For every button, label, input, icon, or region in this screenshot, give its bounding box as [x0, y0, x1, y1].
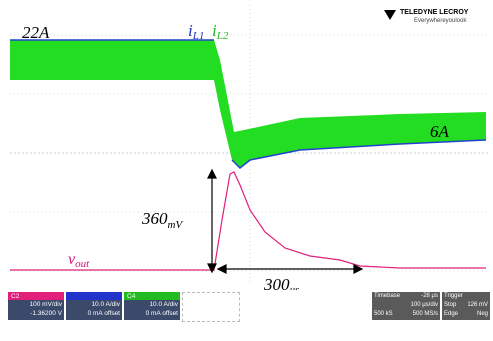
scope-screen: TELEDYNE LECROY Everywhereyoulook 22A 6A… [0, 0, 493, 341]
trigger-slope: Neg [477, 310, 488, 319]
trigger-level: 126 mV [467, 301, 488, 310]
timebase-label: Timebase [374, 292, 400, 301]
trigger-label: Trigger [444, 292, 463, 301]
current-low-label: 6A [430, 122, 450, 141]
vout-waveform [10, 172, 486, 270]
trigger-box: Trigger Stop 126 mV Edge Neg [442, 292, 490, 320]
channel-offset: 0 mA offset [124, 309, 180, 318]
vout-label: vout [68, 251, 90, 270]
waveform-display: TELEDYNE LECROY Everywhereyoulook 22A 6A… [0, 0, 493, 290]
timebase-delay: -28 μs [421, 292, 438, 301]
channel-name: C2 [8, 292, 64, 300]
timebase-box: Timebase -28 μs 100 μs/div 500 kS 500 MS… [372, 292, 440, 320]
channel-offset: 0 mA offset [66, 309, 122, 318]
channel-scale: 10.0 A/div [124, 300, 180, 309]
timebase-rate: 500 MS/s [413, 310, 438, 319]
duration-label: 300μs [263, 275, 299, 290]
current-high-label: 22A [22, 23, 50, 42]
timebase-scale: 100 μs/div [411, 301, 438, 310]
lecroy-logo [384, 10, 396, 20]
voltage-dip-label: 360mV [141, 209, 183, 231]
annotation-arrows [208, 170, 362, 273]
channel-scale: 10.0 A/div [66, 300, 122, 309]
timebase-samples: 500 kS [374, 310, 393, 319]
trigger-mode: Stop [444, 301, 456, 310]
channel-offset: -1.36200 V [8, 309, 64, 318]
il2-label: iL2 [212, 21, 229, 42]
current-waveform [10, 40, 486, 168]
channel-scale: 100 mV/div [8, 300, 64, 309]
channel-name: C4 [124, 292, 180, 300]
brand: TELEDYNE LECROY [400, 9, 469, 16]
tagline: Everywhereyoulook [414, 18, 467, 24]
il1-label: iL1 [188, 21, 204, 42]
trigger-type: Edge [444, 310, 458, 319]
empty-slot [182, 292, 240, 322]
